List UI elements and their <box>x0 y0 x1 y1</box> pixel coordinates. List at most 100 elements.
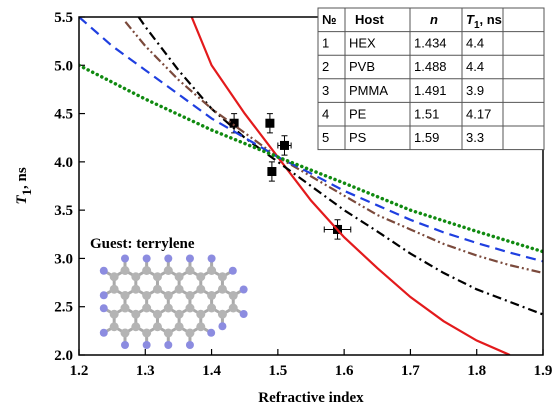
carbon-atom <box>207 303 217 313</box>
table-cell: 5 <box>322 130 329 145</box>
table-cell: 1 <box>322 36 329 51</box>
y-tick-label: 4.5 <box>54 107 73 123</box>
carbon-atom <box>120 303 130 313</box>
carbon-atom <box>185 266 195 275</box>
carbon-atom <box>142 266 152 275</box>
hydrogen-atom <box>99 328 108 337</box>
x-axis-label: Refractive index <box>258 390 364 406</box>
data-point <box>279 140 289 150</box>
hydrogen-atom <box>239 310 248 318</box>
carbon-atom <box>196 272 206 282</box>
carbon-atom <box>196 309 206 319</box>
carbon-atom <box>217 309 227 319</box>
table-cell: 2 <box>322 59 329 74</box>
y-tick-label: 5.5 <box>54 10 73 26</box>
carbon-atom <box>142 291 152 300</box>
y-tick-label: 2.0 <box>54 348 73 364</box>
table-cell: PVB <box>349 59 375 74</box>
data-point <box>267 167 277 177</box>
table-cell: 1.434 <box>414 36 447 51</box>
carbon-atom <box>228 303 238 313</box>
carbon-atom <box>109 272 119 282</box>
x-tick-label: 1.5 <box>268 363 287 379</box>
y-tick-label: 4.0 <box>54 155 73 171</box>
y-label-symbol: T <box>14 195 30 205</box>
x-tick-label: 1.6 <box>335 363 354 379</box>
x-tick-label: 1.3 <box>136 363 155 379</box>
carbon-atom <box>174 284 184 294</box>
plot-frame <box>78 16 544 356</box>
model-curve <box>79 63 543 254</box>
carbon-atom <box>131 322 141 332</box>
x-tick-label: 1.8 <box>467 363 486 379</box>
carbon-atom <box>163 291 173 300</box>
carbon-atom <box>185 328 195 338</box>
molecule-illustration <box>99 254 248 349</box>
x-tick-label: 1.4 <box>202 363 221 379</box>
y-tick-label: 3.0 <box>54 251 73 267</box>
carbon-atom <box>131 272 141 282</box>
carbon-atom <box>217 272 227 282</box>
header-unit: , ns <box>480 12 502 27</box>
table-cell: 1.59 <box>414 130 439 145</box>
carbon-atom <box>185 291 195 300</box>
carbon-atom <box>163 303 173 313</box>
y-tick-label: 2.5 <box>54 300 73 316</box>
table-cell: 4.17 <box>466 106 491 121</box>
table-cell: 1.488 <box>414 59 447 74</box>
hydrogen-atom <box>218 322 227 331</box>
carbon-atom <box>185 303 195 313</box>
hydrogen-atom <box>164 341 173 349</box>
hydrogen-atom <box>207 328 216 337</box>
carbon-atom <box>152 309 162 319</box>
carbon-atom <box>109 284 119 294</box>
model-curve <box>190 17 511 355</box>
table-header: n <box>430 12 438 27</box>
table-cell: 3.3 <box>466 130 484 145</box>
y-tick-label: 3.5 <box>54 203 73 219</box>
carbon-atom <box>109 322 119 332</box>
model-curve <box>124 21 543 274</box>
table-cell: 3.9 <box>466 83 484 98</box>
table-cell: 4 <box>322 106 329 121</box>
model-curve <box>137 17 543 316</box>
carbon-atom <box>207 291 217 300</box>
table-cell: PS <box>349 130 367 145</box>
table-cell: 4.4 <box>466 36 484 51</box>
carbon-atom <box>152 272 162 282</box>
carbon-atom <box>196 284 206 294</box>
y-axis-label: T1, ns <box>14 167 34 205</box>
carbon-atom <box>207 266 217 275</box>
x-tick-label: 1.9 <box>534 363 552 379</box>
data-point <box>265 118 275 128</box>
carbon-atom <box>174 309 184 319</box>
data-point <box>229 118 239 128</box>
model-curve <box>79 17 543 263</box>
hydrogen-atom <box>99 266 108 275</box>
y-label-unit: , ns <box>14 167 30 189</box>
hydrogen-atom <box>99 291 108 300</box>
x-tick-label: 1.2 <box>70 363 89 379</box>
hydrogen-atom <box>185 341 194 349</box>
table-cell: 3 <box>322 83 329 98</box>
carbon-atom <box>228 291 238 300</box>
table-header: T1, ns <box>466 12 502 31</box>
carbon-atom <box>217 284 227 294</box>
carbon-atom <box>120 291 130 300</box>
table-cell: PMMA <box>349 83 388 98</box>
carbon-atom <box>174 322 184 332</box>
carbon-atom <box>109 309 119 319</box>
hydrogen-atom <box>239 285 248 294</box>
carbon-atom <box>163 266 173 275</box>
carbon-atom <box>142 328 152 338</box>
table-header: Host <box>355 12 385 27</box>
carbon-atom <box>142 303 152 313</box>
hydrogen-atom <box>185 254 194 263</box>
carbon-atom <box>152 284 162 294</box>
table-cell: HEX <box>349 36 376 51</box>
hydrogen-atom <box>142 341 151 349</box>
hydrogen-atom <box>99 304 108 313</box>
carbon-atom <box>152 322 162 332</box>
hydrogen-atom <box>164 254 173 263</box>
